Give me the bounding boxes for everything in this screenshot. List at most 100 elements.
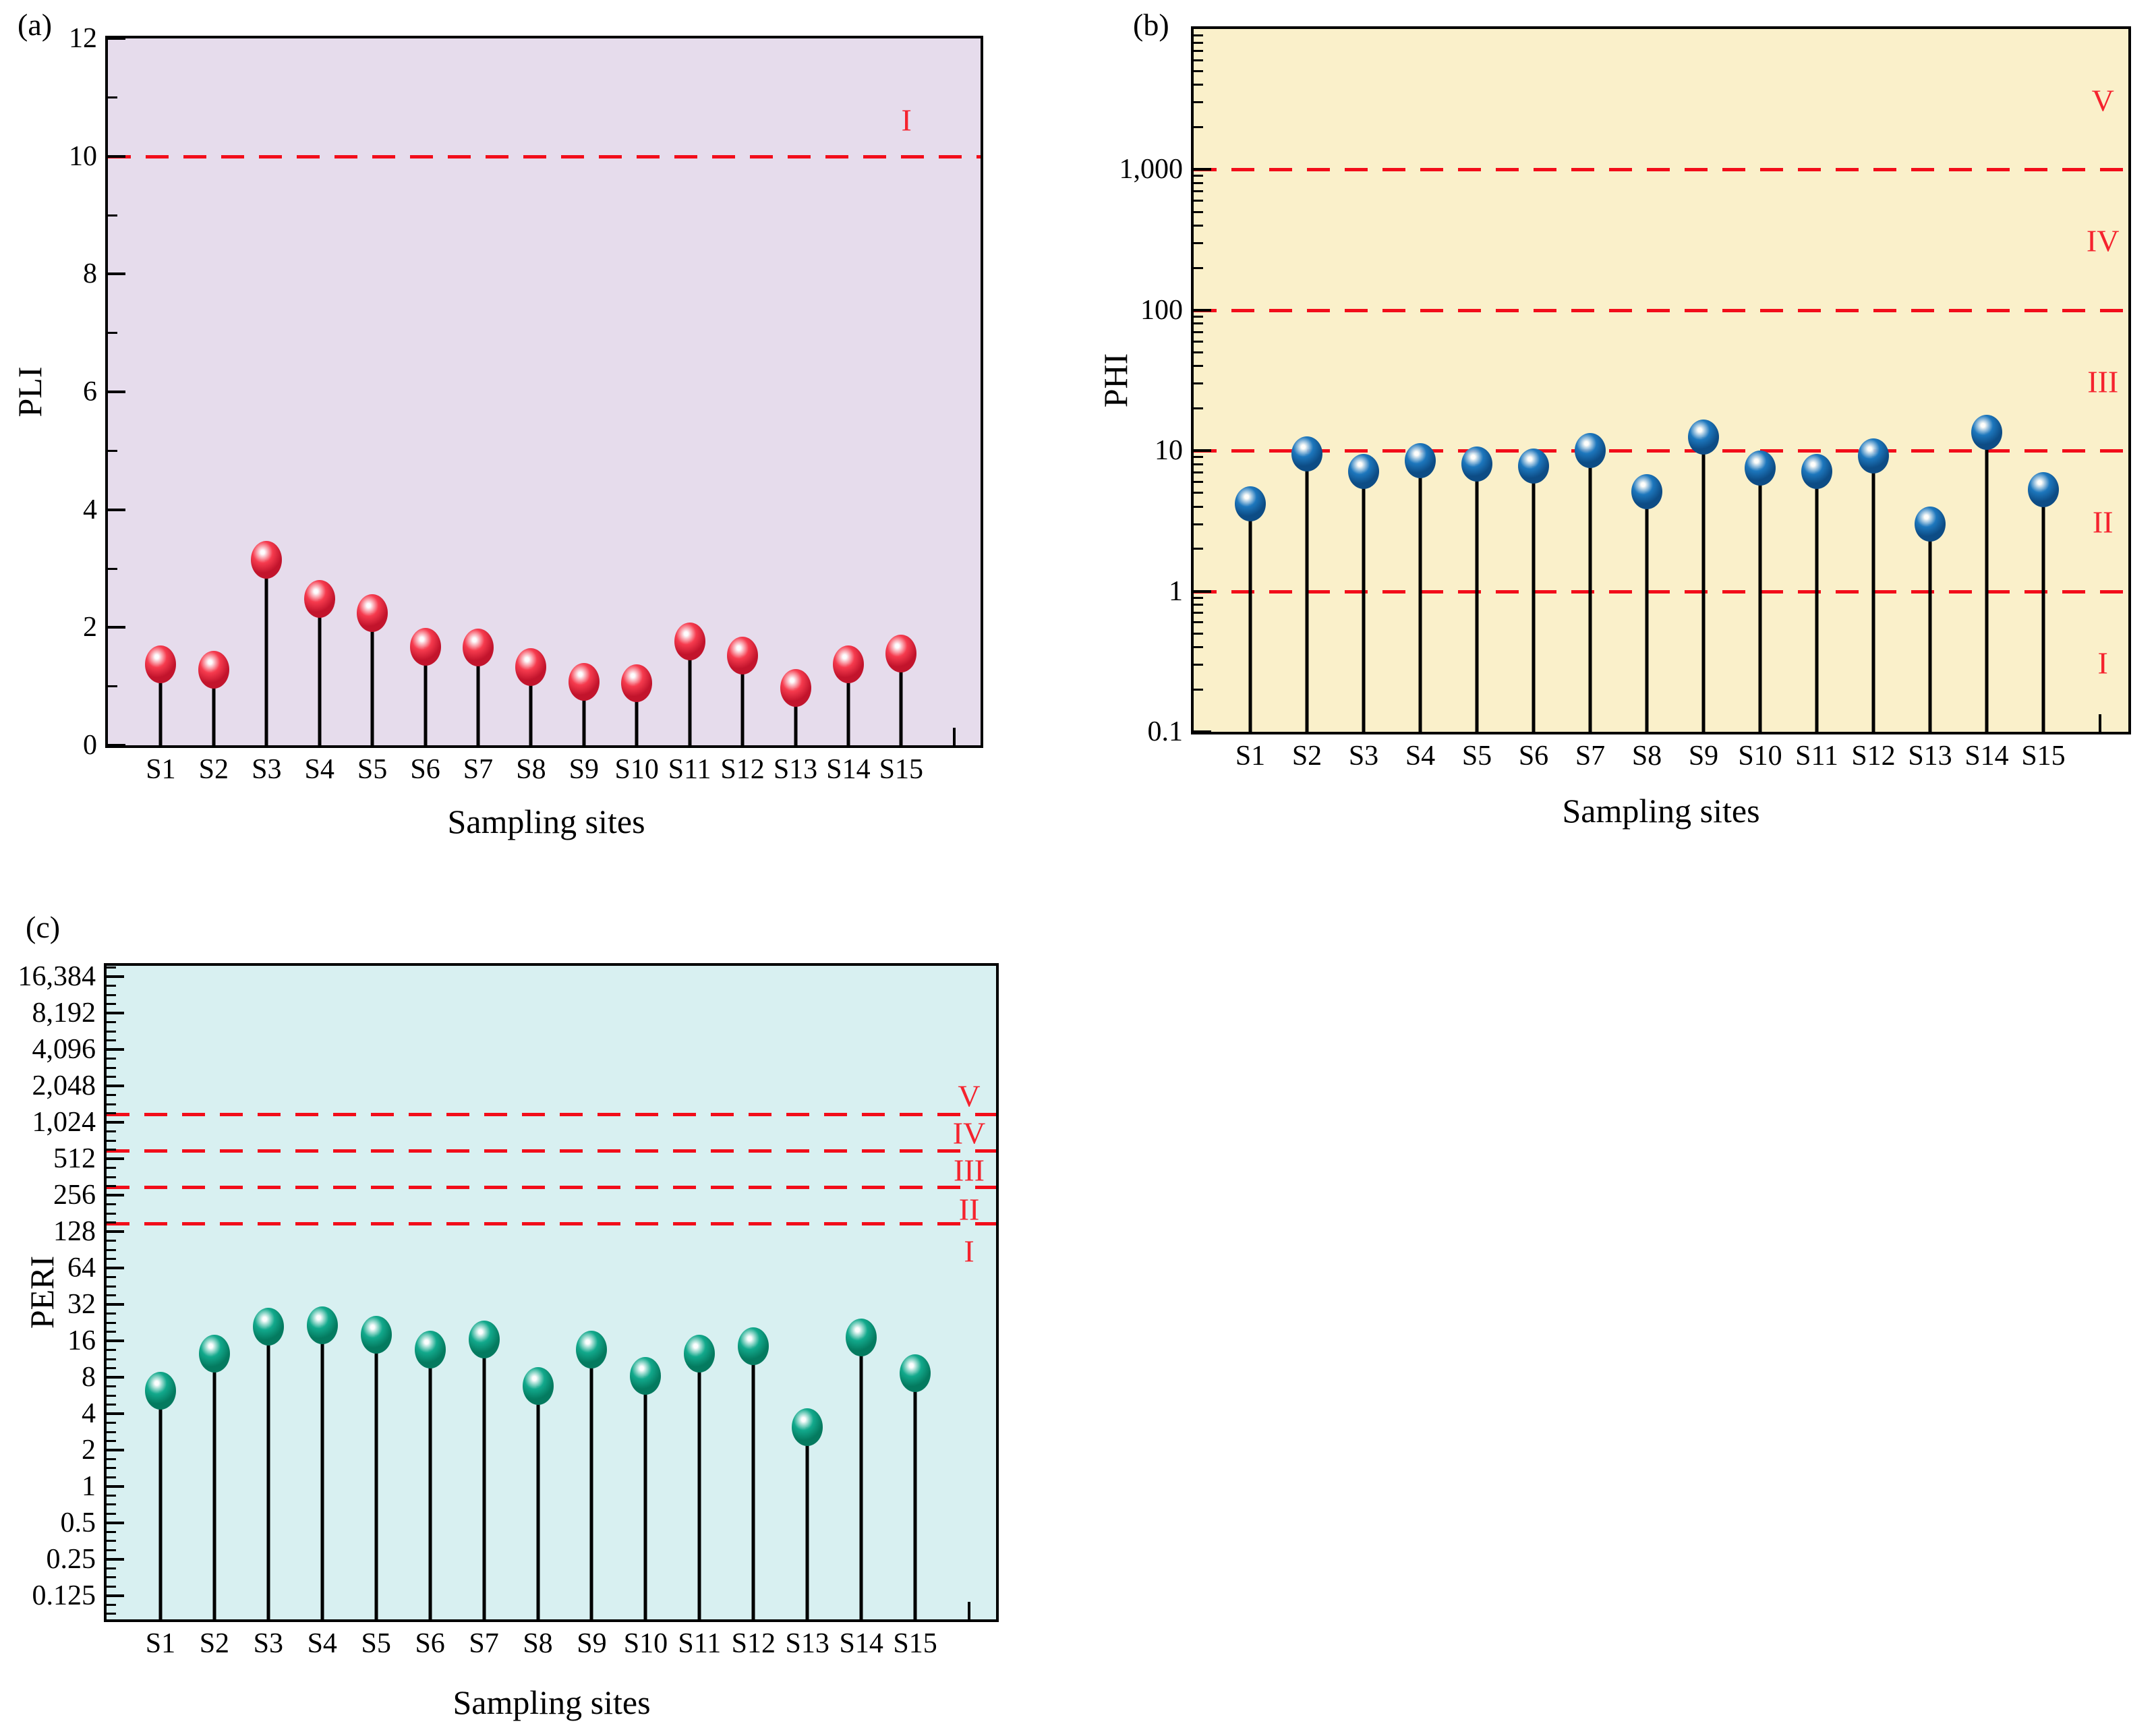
data-point-s13 [780, 669, 811, 708]
x-axis-tick-label: S11 [1795, 741, 1838, 772]
x-axis-extra-tick [952, 728, 956, 745]
lollipop-stem [1532, 465, 1536, 732]
x-axis-tick-label: S1 [145, 1628, 176, 1659]
x-axis-tick-label: S5 [357, 754, 388, 785]
x-axis-tick-label: S12 [731, 1628, 776, 1659]
y-axis-minor-tick [1194, 41, 1203, 44]
lollipop-stem [1645, 492, 1649, 732]
x-axis-tick-label: S6 [410, 754, 440, 785]
y-axis-major-tick [107, 975, 124, 979]
y-axis-minor-tick [107, 1139, 116, 1142]
zone-label-v: V [2091, 83, 2114, 118]
y-axis-minor-tick [107, 1021, 116, 1024]
data-point-s11 [674, 623, 705, 661]
zone-label-iv: IV [952, 1116, 986, 1151]
x-axis-tick-label: S15 [2021, 741, 2066, 772]
y-axis-minor-tick [1194, 175, 1203, 177]
zone-label-v: V [958, 1078, 981, 1114]
data-point-s3 [251, 540, 283, 579]
y-axis-minor-tick [1194, 492, 1203, 494]
data-point-s2 [198, 1335, 230, 1373]
y-axis-minor-tick [1194, 101, 1203, 104]
lollipop-stem [899, 653, 903, 745]
data-point-s13 [1915, 507, 1946, 542]
lollipop-stem [589, 1350, 593, 1619]
data-point-s4 [306, 1306, 338, 1345]
x-axis-tick-label: S9 [577, 1628, 607, 1659]
lollipop-stem [1701, 437, 1706, 732]
data-point-s13 [792, 1408, 823, 1446]
y-axis-minor-tick [1194, 49, 1203, 52]
y-axis-minor-tick [1194, 59, 1203, 61]
data-point-s11 [1801, 454, 1832, 490]
y-axis-minor-tick [107, 993, 116, 996]
data-point-s8 [1631, 474, 1662, 510]
x-axis-tick-label: S13 [785, 1628, 829, 1659]
data-point-s15 [900, 1354, 931, 1392]
lollipop-stem [428, 1350, 432, 1619]
y-axis-minor-tick [1194, 330, 1203, 333]
y-axis-minor-tick [107, 1331, 116, 1333]
y-axis-minor-tick [107, 1512, 116, 1515]
y-axis-minor-tick [1194, 70, 1203, 73]
data-point-s10 [630, 1357, 662, 1395]
panel-c-y-axis-title: PERI [23, 1255, 61, 1329]
x-axis-tick-label: S8 [1631, 741, 1662, 772]
zone-label-i: I [964, 1234, 974, 1269]
y-axis-tick-label: 32 [67, 1289, 96, 1321]
data-point-s6 [414, 1331, 446, 1369]
lollipop-stem [370, 612, 374, 745]
x-axis-extra-tick [2099, 714, 2101, 732]
lollipop-stem [264, 559, 268, 745]
zone-label-i: I [901, 103, 912, 138]
y-axis-minor-tick [107, 1248, 116, 1251]
y-axis-minor-tick [107, 1003, 116, 1006]
data-point-s8 [515, 647, 547, 686]
y-axis-minor-tick [107, 1440, 116, 1442]
y-axis-tick-label: 8 [83, 258, 97, 290]
y-axis-tick-label: 256 [53, 1180, 96, 1211]
y-axis-minor-tick [1194, 548, 1203, 550]
x-axis-tick-label: S5 [361, 1628, 391, 1659]
lollipop-stem [1815, 471, 1819, 732]
y-axis-major-tick [107, 1449, 124, 1451]
y-axis-minor-tick [1194, 505, 1203, 508]
y-axis-tick-label: 2 [82, 1435, 96, 1466]
y-axis-minor-tick [1194, 456, 1203, 459]
y-axis-major-tick [1194, 449, 1211, 453]
y-axis-minor-tick [1194, 621, 1203, 624]
x-axis-tick-label: S1 [146, 754, 176, 785]
x-axis-tick-label: S1 [1235, 741, 1266, 772]
y-axis-minor-tick [108, 685, 117, 688]
y-axis-tick-label: 2,048 [32, 1070, 96, 1102]
panel-b-plot-area: 1,000 100 10 1 0.1 S1 S2 S3 S4 S5 S6 S7 S8 S9 S10 S11 S1… [1119, 26, 2131, 772]
y-axis-minor-tick [107, 1404, 116, 1406]
y-axis-tick-label: 64 [67, 1252, 96, 1284]
x-axis-tick-label: S15 [879, 754, 924, 785]
panel-b-y-axis-title: PHI [1097, 353, 1134, 408]
y-axis-major-tick [107, 1376, 124, 1379]
y-axis-major-tick [107, 1557, 124, 1561]
data-point-s5 [1461, 446, 1492, 482]
y-axis-minor-tick [107, 1503, 116, 1506]
y-axis-minor-tick [1194, 266, 1203, 269]
x-axis-tick-label: S4 [304, 754, 334, 785]
panel-a-plot-area: 0 2 4 6 8 10 12 S1 S2 S3 S4 S5 S6 S7 S8 S9 S10 S11 S12 S13 S… [69, 23, 983, 785]
y-axis-tick-label: 0.25 [46, 1543, 96, 1575]
y-axis-minor-tick [1194, 126, 1203, 129]
y-axis-minor-tick [1194, 210, 1203, 213]
x-axis-tick-label: S15 [893, 1628, 937, 1659]
data-point-s12 [738, 1327, 769, 1365]
y-axis-minor-tick [1194, 688, 1203, 691]
x-axis-tick-label: S8 [516, 754, 546, 785]
data-point-s14 [1971, 415, 2002, 451]
x-axis-tick-label: S5 [1461, 741, 1492, 772]
data-point-s14 [832, 645, 864, 684]
y-axis-minor-tick [107, 1058, 116, 1060]
y-axis-major-tick [108, 154, 125, 158]
y-axis-major-tick [1194, 308, 1211, 312]
threshold-line [107, 1112, 996, 1116]
y-axis-tick-label: 512 [53, 1143, 96, 1175]
y-axis-major-tick [1194, 730, 1211, 733]
y-axis-minor-tick [108, 96, 117, 98]
